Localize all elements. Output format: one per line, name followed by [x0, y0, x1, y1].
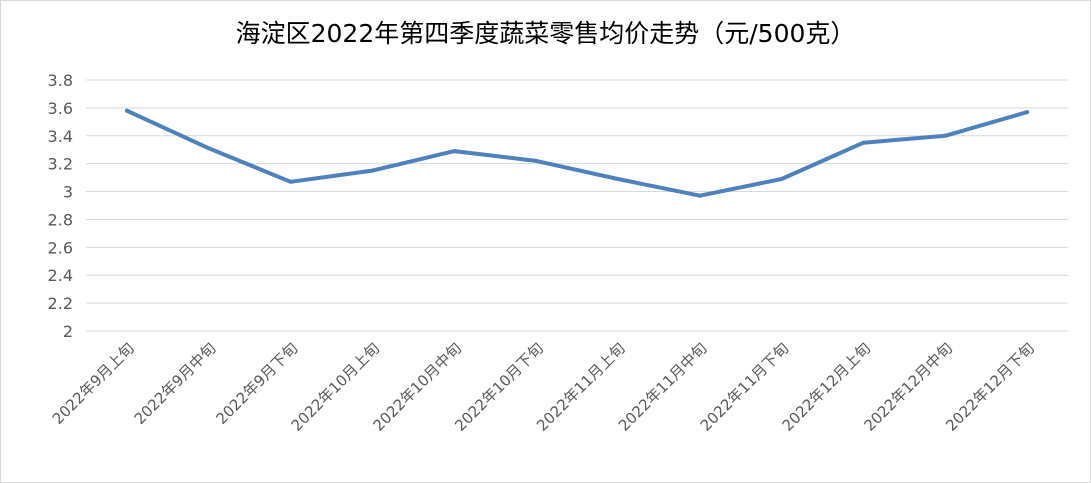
x-tick-label: 2022年9月下旬 [213, 339, 302, 428]
gridlines [86, 79, 1068, 332]
y-axis-ticks: 2 2.2 2.4 2.6 2.8 3 3.2 3.4 3.6 3.8 [48, 71, 73, 341]
x-tick-label: 2022年9月中旬 [131, 339, 220, 428]
y-tick-label: 3.6 [48, 99, 73, 118]
data-point [452, 149, 457, 154]
y-tick-label: 2.4 [48, 266, 73, 285]
y-tick-label: 2.8 [48, 210, 73, 229]
x-axis-ticks: 2022年9月上旬2022年9月中旬2022年9月下旬2022年10月上旬202… [49, 339, 1038, 435]
y-tick-label: 2.2 [48, 294, 73, 313]
y-tick-label: 3.4 [48, 127, 73, 146]
x-tick-label: 2022年11月上旬 [533, 339, 629, 435]
x-tick-label: 2022年9月上旬 [49, 339, 138, 428]
data-point [943, 133, 948, 138]
data-point [697, 193, 702, 198]
y-tick-label: 2 [63, 322, 73, 341]
series-layer [124, 108, 1030, 198]
y-tick-label: 2.6 [48, 238, 73, 257]
x-tick-label: 2022年12月下旬 [942, 339, 1038, 435]
x-tick-label: 2022年11月下旬 [697, 339, 793, 435]
data-point [206, 146, 211, 151]
data-point [1025, 110, 1030, 115]
x-tick-label: 2022年12月中旬 [860, 339, 956, 435]
series-line [124, 108, 1030, 198]
x-tick-label: 2022年10月上旬 [288, 339, 384, 435]
chart-title: 海淀区2022年第四季度蔬菜零售均价走势（元/500克） [235, 19, 856, 48]
data-point [370, 168, 375, 173]
y-tick-label: 3 [63, 183, 73, 202]
data-point [861, 140, 866, 145]
data-point [288, 179, 293, 184]
x-tick-label: 2022年11月中旬 [615, 339, 711, 435]
data-point [779, 177, 784, 182]
x-tick-label: 2022年12月上旬 [779, 339, 875, 435]
y-tick-label: 3.2 [48, 155, 73, 174]
data-point [124, 108, 129, 113]
x-tick-label: 2022年10月下旬 [451, 339, 547, 435]
y-tick-label: 3.8 [48, 71, 73, 90]
data-point [615, 177, 620, 182]
data-point [534, 158, 539, 163]
x-tick-label: 2022年10月中旬 [369, 339, 465, 435]
